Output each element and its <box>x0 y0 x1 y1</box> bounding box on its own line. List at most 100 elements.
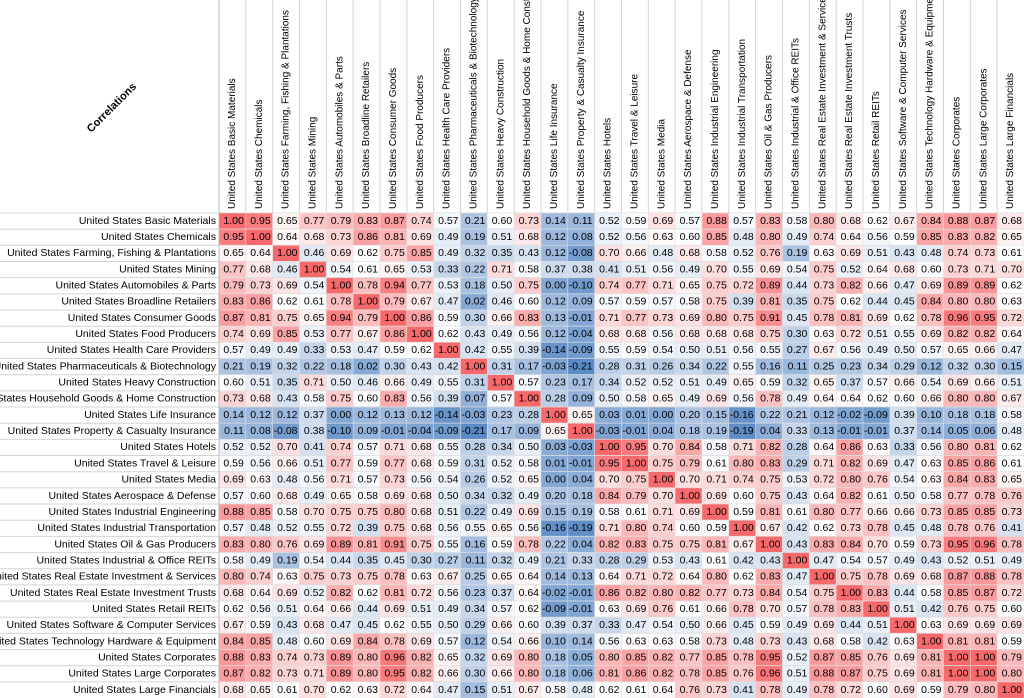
cell-value: 0.74 <box>599 280 620 292</box>
cell-value: 0.34 <box>680 360 701 372</box>
cell-value: 0.65 <box>733 377 754 389</box>
cell-value: 0.68 <box>223 684 244 696</box>
cell-value: 0.25 <box>465 571 486 583</box>
cell-value: 0.68 <box>894 263 915 275</box>
cell-value: 0.75 <box>277 312 298 324</box>
cell-value: 0.75 <box>304 571 325 583</box>
cell-value: 0.62 <box>384 619 405 631</box>
cell-value: 0.52 <box>277 522 298 534</box>
cell-value: 0.77 <box>948 490 969 502</box>
cell-value: 0.19 <box>250 360 271 372</box>
cell-value: 0.58 <box>545 684 566 696</box>
cell-value: 0.85 <box>948 506 969 518</box>
cell-value: 0.56 <box>599 635 620 647</box>
column-header: United States Software & Computer Servic… <box>898 9 909 209</box>
cell-value: 0.60 <box>894 393 915 405</box>
cell-value: 0.66 <box>706 619 727 631</box>
cell-value: 0.50 <box>331 377 352 389</box>
cell-value: 0.75 <box>841 571 862 583</box>
cell-value: 0.69 <box>948 619 969 631</box>
cell-value: 0.69 <box>921 280 942 292</box>
cell-value: 0.69 <box>867 457 888 469</box>
cell-value: 0.73 <box>975 247 996 259</box>
cell-value: 0.15 <box>465 684 486 696</box>
cell-value: 0.66 <box>519 635 540 647</box>
cell-value: 0.65 <box>304 312 325 324</box>
cell-value: 0.63 <box>921 619 942 631</box>
cell-value: 0.87 <box>975 587 996 599</box>
cell-value: 0.29 <box>465 619 486 631</box>
cell-value: 0.33 <box>304 344 325 356</box>
cell-value: 0.95 <box>975 312 996 324</box>
cell-value: 0.46 <box>358 377 379 389</box>
cell-value: 0.69 <box>626 603 647 615</box>
column-header: United States Industrial Engineering <box>710 49 721 209</box>
cell-value: 0.80 <box>975 684 996 696</box>
column-header: United States Household Goods & Home Con… <box>522 0 533 209</box>
cell-value: 0.83 <box>250 651 271 663</box>
cell-value: 0.62 <box>331 684 352 696</box>
row-label: United States Broadline Retailers <box>61 296 216 308</box>
cell-value: 0.41 <box>1002 522 1023 534</box>
cell-value: 0.69 <box>894 668 915 680</box>
cell-value: 0.44 <box>358 603 379 615</box>
cell-value: 0.86 <box>358 231 379 243</box>
cell-value: 0.68 <box>680 247 701 259</box>
cell-value: 0.21 <box>223 360 244 372</box>
cell-value: 0.04 <box>572 474 593 486</box>
cell-value: 0.57 <box>519 377 540 389</box>
cell-value: 0.63 <box>277 571 298 583</box>
row-label: United States Aerospace & Defense <box>48 490 216 502</box>
cell-value: 0.49 <box>492 506 513 518</box>
cell-value: 0.78 <box>867 571 888 583</box>
cell-value: 0.62 <box>438 328 459 340</box>
cell-value: -0.09 <box>864 409 888 421</box>
cell-value: 0.11 <box>466 554 486 566</box>
cell-value: 1.00 <box>894 619 915 631</box>
column-header: United States Pharmaceuticals & Biotechn… <box>469 0 480 209</box>
cell-value: 0.50 <box>894 344 915 356</box>
cell-value: 0.58 <box>626 393 647 405</box>
cell-value: 0.70 <box>760 603 781 615</box>
cell-value: 0.64 <box>599 571 620 583</box>
cell-value: 0.68 <box>250 393 271 405</box>
cell-value: 0.80 <box>519 668 540 680</box>
cell-value: 0.75 <box>706 280 727 292</box>
cell-value: 0.18 <box>465 280 486 292</box>
cell-value: -0.16 <box>730 409 754 421</box>
cell-value: 0.60 <box>1002 603 1023 615</box>
cell-value: 0.69 <box>384 490 405 502</box>
cell-value: -0.09 <box>569 344 593 356</box>
cell-value: 0.06 <box>572 668 593 680</box>
cell-value: 0.85 <box>626 651 647 663</box>
cell-value: 0.39 <box>894 409 915 421</box>
cell-value: 0.49 <box>438 231 459 243</box>
cell-value: 0.69 <box>894 571 915 583</box>
cell-value: 0.81 <box>384 587 405 599</box>
row-label: United States Mining <box>119 263 216 275</box>
cell-value: 0.61 <box>867 490 888 502</box>
cell-value: 0.67 <box>519 684 540 696</box>
cell-value: 1.00 <box>948 668 969 680</box>
cell-value: 0.82 <box>653 651 674 663</box>
cell-value: 0.61 <box>1002 457 1023 469</box>
cell-value: 0.42 <box>438 360 459 372</box>
cell-value: 0.81 <box>760 296 781 308</box>
cell-value: 0.56 <box>867 231 888 243</box>
cell-value: 0.75 <box>411 538 432 550</box>
cell-value: 0.82 <box>841 457 862 469</box>
cell-value: 0.72 <box>384 684 405 696</box>
cell-background <box>996 681 1024 698</box>
cell-value: 0.95 <box>626 441 647 453</box>
cell-value: 0.65 <box>384 263 405 275</box>
cell-value: 1.00 <box>921 635 942 647</box>
cell-value: 0.66 <box>331 603 352 615</box>
cell-value: 0.49 <box>492 328 513 340</box>
cell-value: 0.44 <box>331 554 352 566</box>
cell-value: 0.43 <box>787 538 808 550</box>
cell-value: 0.53 <box>411 263 432 275</box>
cell-value: 0.80 <box>250 538 271 550</box>
cell-value: 0.80 <box>975 393 996 405</box>
cell-value: 0.54 <box>304 554 325 566</box>
cell-value: 0.47 <box>814 554 835 566</box>
